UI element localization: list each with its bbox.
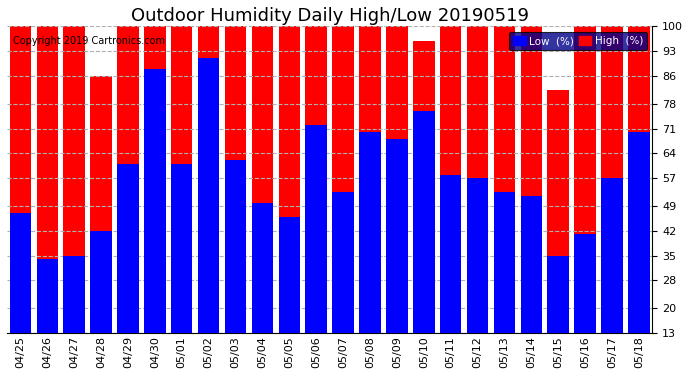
- Bar: [413, 40, 435, 333]
- Bar: [466, 5, 489, 333]
- Bar: [333, 0, 354, 333]
- Bar: [198, 0, 219, 333]
- Bar: [144, 69, 166, 333]
- Bar: [574, 234, 596, 333]
- Bar: [386, 0, 408, 333]
- Bar: [547, 256, 569, 333]
- Bar: [225, 0, 246, 333]
- Bar: [117, 0, 139, 333]
- Bar: [520, 27, 542, 333]
- Bar: [306, 0, 327, 333]
- Bar: [63, 0, 85, 333]
- Bar: [37, 259, 58, 333]
- Bar: [493, 192, 515, 333]
- Bar: [90, 76, 112, 333]
- Bar: [117, 164, 139, 333]
- Bar: [10, 213, 31, 333]
- Bar: [520, 196, 542, 333]
- Bar: [306, 125, 327, 333]
- Bar: [252, 203, 273, 333]
- Bar: [547, 90, 569, 333]
- Bar: [359, 0, 381, 333]
- Bar: [198, 58, 219, 333]
- Bar: [628, 0, 650, 333]
- Bar: [601, 20, 623, 333]
- Bar: [10, 5, 31, 333]
- Text: Copyright 2019 Cartronics.com: Copyright 2019 Cartronics.com: [13, 36, 166, 46]
- Bar: [90, 231, 112, 333]
- Bar: [37, 0, 58, 333]
- Bar: [574, 0, 596, 333]
- Bar: [359, 132, 381, 333]
- Bar: [225, 160, 246, 333]
- Bar: [493, 23, 515, 333]
- Bar: [440, 174, 462, 333]
- Bar: [279, 217, 300, 333]
- Title: Outdoor Humidity Daily High/Low 20190519: Outdoor Humidity Daily High/Low 20190519: [130, 7, 529, 25]
- Bar: [63, 256, 85, 333]
- Bar: [601, 178, 623, 333]
- Bar: [252, 0, 273, 333]
- Bar: [440, 5, 462, 333]
- Bar: [386, 139, 408, 333]
- Legend: Low  (%), High  (%): Low (%), High (%): [509, 32, 647, 50]
- Bar: [171, 164, 193, 333]
- Bar: [171, 0, 193, 333]
- Bar: [279, 0, 300, 333]
- Bar: [466, 178, 489, 333]
- Bar: [144, 0, 166, 333]
- Bar: [333, 192, 354, 333]
- Bar: [628, 132, 650, 333]
- Bar: [413, 111, 435, 333]
